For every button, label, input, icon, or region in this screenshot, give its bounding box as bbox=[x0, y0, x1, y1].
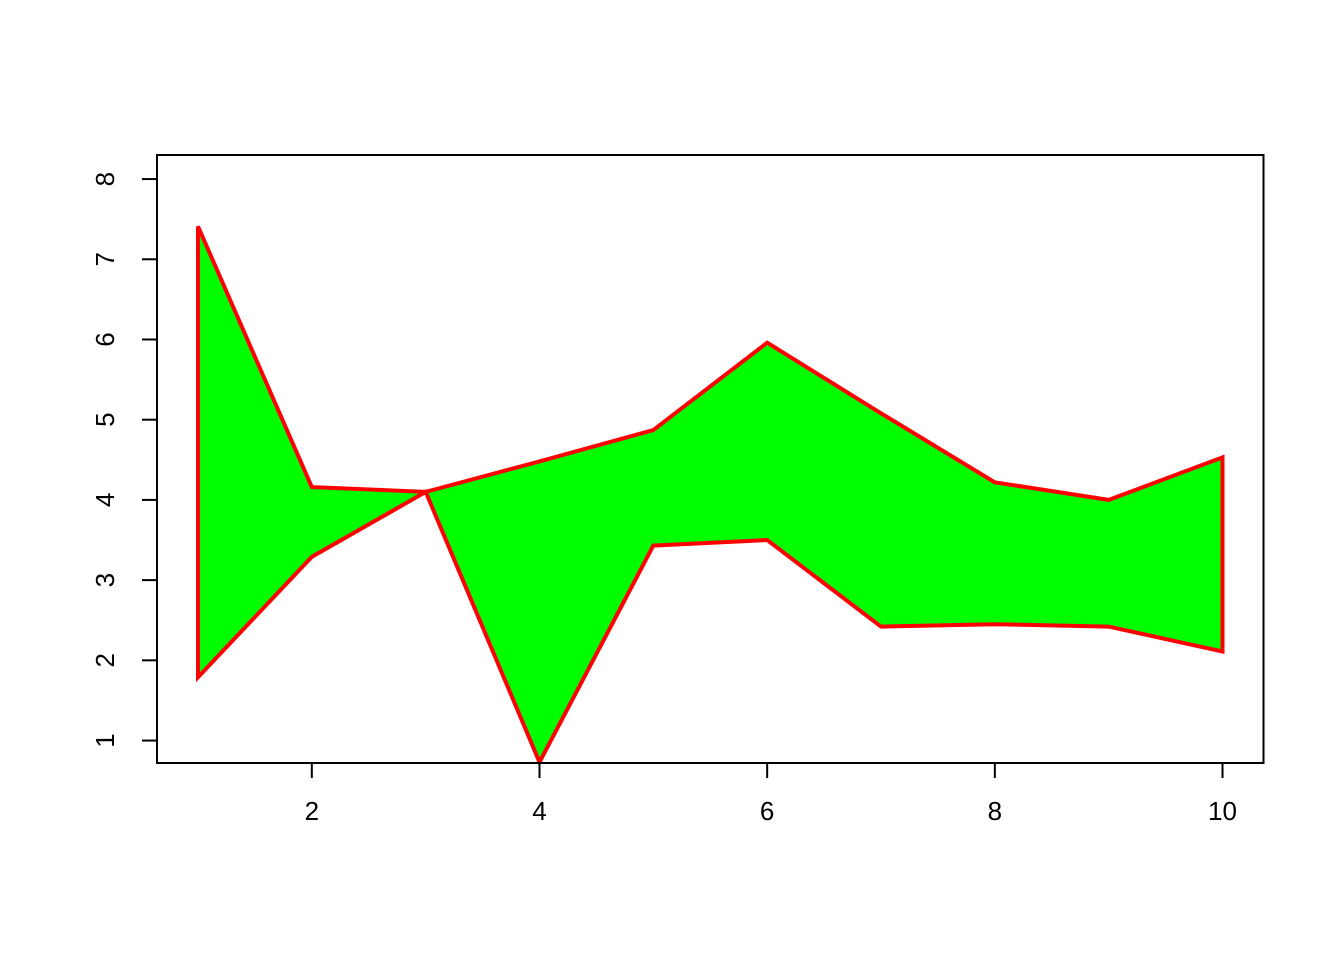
x-axis-tick-label: 10 bbox=[1208, 796, 1237, 826]
y-axis-tick-label: 6 bbox=[90, 332, 120, 346]
x-axis-tick-label: 6 bbox=[760, 796, 774, 826]
y-axis-tick-label: 3 bbox=[90, 573, 120, 587]
y-axis-tick-label: 5 bbox=[90, 412, 120, 426]
y-axis-tick-label: 8 bbox=[90, 172, 120, 186]
x-axis-tick-label: 8 bbox=[988, 796, 1002, 826]
x-axis-tick-label: 4 bbox=[532, 796, 546, 826]
y-axis-tick-label: 7 bbox=[90, 252, 120, 266]
band-polygon bbox=[196, 225, 1225, 767]
plot-box bbox=[156, 154, 1265, 764]
y-axis-tick-label: 4 bbox=[90, 493, 120, 507]
y-axis-tick-label: 2 bbox=[90, 653, 120, 667]
y-axis-tick-label: 1 bbox=[90, 733, 120, 747]
x-axis-tick-label: 2 bbox=[305, 796, 319, 826]
